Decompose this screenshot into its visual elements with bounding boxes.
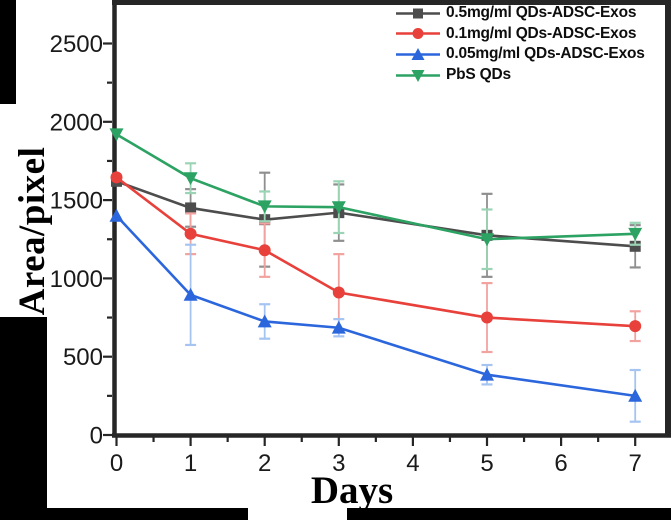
legend-key-square-icon (396, 8, 440, 19)
marker-triangle-up-icon (331, 320, 346, 334)
x-axis-title: Days (310, 469, 394, 512)
series-line (115, 214, 636, 398)
marker-circle-icon (332, 286, 345, 299)
tick-labels: 0 1 2 3 4 5 6 7 0 500 1000 1500 2000 2500 (50, 31, 642, 477)
legend-label: 0.05mg/ml QDs-ADSC-Exos (446, 45, 645, 63)
marker-triangle-up-icon (257, 314, 272, 328)
x-tick-label-6: 6 (554, 450, 567, 477)
marker-square-icon (185, 202, 197, 214)
legend-item-0: 0.5mg/ml QDs-ADSC-Exos (394, 3, 645, 24)
marker-circle-icon (481, 311, 493, 324)
legend-item-1: 0.1mg/ml QDs-ADSC-Exos (394, 24, 645, 45)
legend-item-2: 0.05mg/ml QDs-ADSC-Exos (394, 44, 645, 65)
marker-triangle-down-icon (183, 172, 198, 186)
marker-triangle-up-icon (109, 208, 124, 222)
plot-frame (112, 0, 671, 438)
legend-key-circle-icon (396, 28, 440, 40)
series-3 (109, 128, 643, 271)
marker-triangle-down-icon (628, 227, 643, 241)
legend-key-triangle-down-icon (396, 69, 440, 82)
x-tick-label-4: 4 (406, 450, 419, 477)
x-tick-label-0: 0 (110, 450, 123, 477)
x-tick-label-1: 1 (184, 450, 197, 477)
marker-circle-icon (184, 227, 197, 240)
x-tick-label-3: 3 (332, 450, 345, 477)
marker-triangle-down-icon (411, 69, 425, 82)
marker-circle-icon (629, 320, 642, 333)
y-tick-label-1000: 1000 (50, 266, 103, 293)
marker-triangle-down-icon (109, 128, 124, 142)
series-line (115, 176, 636, 328)
border-artifact-bottom-left (0, 317, 47, 509)
y-tick-label-1500: 1500 (50, 188, 103, 215)
series-2 (109, 208, 643, 423)
error-bars (185, 243, 641, 423)
marker-circle-icon (258, 244, 271, 257)
border-artifact-bottom-bar-right (347, 508, 671, 520)
marker-triangle-down-icon (480, 233, 494, 247)
marker-triangle-up-icon (628, 388, 643, 402)
legend: 0.5mg/ml QDs-ADSC-Exos 0.1mg/ml QDs-ADSC-… (394, 3, 645, 85)
border-artifact-bottom-bar-left (0, 508, 248, 520)
x-tick-label-2: 2 (258, 450, 271, 477)
legend-item-3: PbS QDs (394, 65, 645, 86)
x-tick-label-5: 5 (480, 450, 493, 477)
y-tick-label-0: 0 (90, 423, 103, 450)
y-tick-label-500: 500 (63, 344, 103, 371)
marker-square-icon (629, 240, 641, 252)
marker-triangle-up-icon (480, 367, 494, 381)
error-bars (185, 212, 641, 354)
axis-ticks (103, 42, 637, 446)
marker-triangle-up-icon (411, 47, 425, 61)
legend-label: 0.1mg/ml QDs-ADSC-Exos (446, 24, 637, 42)
series-1 (110, 171, 642, 354)
marker-triangle-up-icon (183, 287, 198, 301)
marker-triangle-down-icon (257, 200, 272, 214)
y-tick-label-2000: 2000 (50, 109, 103, 136)
legend-label: PbS QDs (446, 66, 511, 84)
marker-circle-icon (110, 171, 123, 184)
marker-circle-icon (412, 28, 424, 40)
marker-triangle-down-icon (331, 201, 346, 215)
border-artifact-top-left (0, 0, 16, 104)
legend-key-triangle-up-icon (396, 47, 440, 61)
x-tick-label-7: 7 (629, 450, 642, 477)
series-line (115, 133, 636, 241)
legend-label: 0.5mg/ml QDs-ADSC-Exos (446, 4, 637, 22)
error-bars (185, 162, 641, 271)
marker-square-icon (413, 8, 423, 19)
y-tick-label-2500: 2500 (50, 31, 103, 58)
